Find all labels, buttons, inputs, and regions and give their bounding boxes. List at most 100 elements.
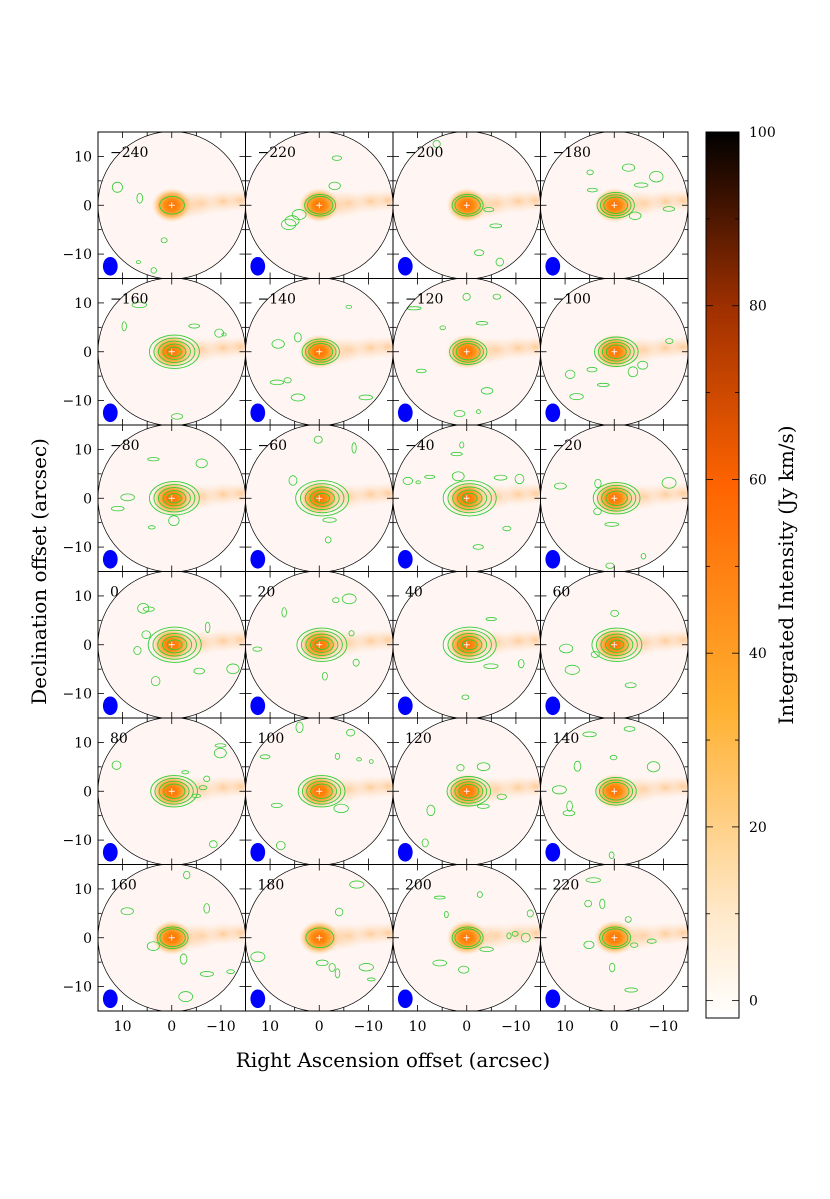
channel-panel: −220 xyxy=(245,131,394,279)
noise-contour xyxy=(214,328,224,338)
contour-level xyxy=(594,336,639,367)
noise-contour xyxy=(120,493,135,502)
contour-level xyxy=(159,195,185,215)
noise-contour xyxy=(204,621,211,633)
noise-contour xyxy=(480,387,494,395)
noise-contour xyxy=(181,770,190,775)
velocity-label: 100 xyxy=(258,731,285,747)
noise-contour xyxy=(346,728,356,737)
y-tick-label: −10 xyxy=(62,833,92,849)
x-tick-label: 0 xyxy=(462,1019,471,1035)
noise-contour xyxy=(295,721,304,733)
contour-level xyxy=(301,777,342,805)
contour-level xyxy=(447,629,492,660)
channel-panel: 220 10 0 −10 xyxy=(540,864,689,1035)
noise-contour xyxy=(426,804,436,817)
noise-contour xyxy=(324,536,332,544)
noise-contour xyxy=(214,743,227,748)
noise-contour xyxy=(269,379,285,386)
contour-level xyxy=(162,636,188,654)
noise-contour xyxy=(294,332,302,343)
contour-level xyxy=(166,346,182,357)
synthesized-beam xyxy=(545,256,561,276)
velocity-label: 140 xyxy=(553,731,580,747)
channel-panel: 120 xyxy=(392,717,541,865)
emission-tail xyxy=(223,481,246,506)
noise-contour xyxy=(188,323,201,329)
noise-contour xyxy=(259,754,271,760)
synthesized-beam xyxy=(102,256,118,276)
synthesized-beam xyxy=(102,989,118,1009)
contour-level xyxy=(157,632,193,657)
noise-contour xyxy=(332,597,340,604)
noise-contour xyxy=(352,658,360,667)
noise-contour xyxy=(609,754,618,761)
noise-contour xyxy=(506,932,512,940)
contour-level xyxy=(297,775,346,808)
contour-level xyxy=(592,482,641,515)
x-tick-label: 10 xyxy=(114,1019,132,1035)
noise-contour xyxy=(291,209,307,220)
velocity-label: −160 xyxy=(110,292,148,308)
noise-contour xyxy=(120,907,134,916)
emission-tail xyxy=(665,921,688,945)
noise-contour xyxy=(252,646,263,652)
noise-contour xyxy=(624,987,638,993)
contour-level xyxy=(446,776,492,807)
noise-contour xyxy=(517,659,525,669)
velocity-label: 220 xyxy=(553,878,580,894)
noise-contour xyxy=(135,260,141,265)
noise-contour xyxy=(195,458,208,469)
noise-contour xyxy=(349,880,365,889)
contour-level xyxy=(461,639,478,651)
contour-level xyxy=(601,487,633,509)
noise-contour xyxy=(451,471,465,482)
channel-panel: −100 xyxy=(540,278,689,426)
x-tick-label: −10 xyxy=(206,1019,236,1035)
emission-tail xyxy=(370,921,393,945)
emission-tail xyxy=(518,921,541,945)
x-tick-label: 10 xyxy=(261,1019,279,1035)
contour-level xyxy=(452,486,488,511)
contour-level xyxy=(157,487,191,510)
noise-contour xyxy=(280,218,297,230)
noise-contour xyxy=(479,946,494,952)
contour-level xyxy=(306,195,334,215)
noise-contour xyxy=(141,630,151,640)
noise-contour xyxy=(250,951,266,963)
noise-contour xyxy=(270,802,283,808)
contour-level xyxy=(166,493,182,504)
noise-contour xyxy=(459,441,465,449)
noise-contour xyxy=(630,942,639,948)
noise-contour xyxy=(356,757,362,762)
x-axis-label: Right Ascension offset (arcsec) xyxy=(236,1048,550,1072)
noise-contour xyxy=(160,237,168,244)
y-tick-label: 0 xyxy=(83,345,92,361)
noise-contour xyxy=(433,895,446,900)
x-tick-label: 0 xyxy=(167,1019,176,1035)
noise-contour xyxy=(476,891,483,898)
noise-contour xyxy=(661,477,677,489)
velocity-label: −200 xyxy=(405,145,443,161)
noise-contour xyxy=(483,663,499,670)
axis-labels: Right Ascension offset (arcsec) Declinati… xyxy=(27,438,550,1072)
noise-contour xyxy=(596,382,610,387)
y-tick-label: −10 xyxy=(62,540,92,556)
x-tick-label: 0 xyxy=(610,1019,619,1035)
y-tick-label: 10 xyxy=(74,882,92,898)
noise-contour xyxy=(328,181,341,191)
contour-level xyxy=(609,639,625,650)
noise-contour xyxy=(443,911,449,919)
y-tick-label: 0 xyxy=(83,198,92,214)
contour-level xyxy=(148,481,200,516)
noise-contour xyxy=(334,968,341,979)
contour-level xyxy=(457,636,483,654)
synthesized-beam xyxy=(102,403,118,423)
contour-level xyxy=(601,341,631,362)
emission-tail xyxy=(223,335,246,359)
noise-contour xyxy=(634,182,649,188)
contour-level xyxy=(304,193,337,217)
contour-level xyxy=(308,343,334,361)
